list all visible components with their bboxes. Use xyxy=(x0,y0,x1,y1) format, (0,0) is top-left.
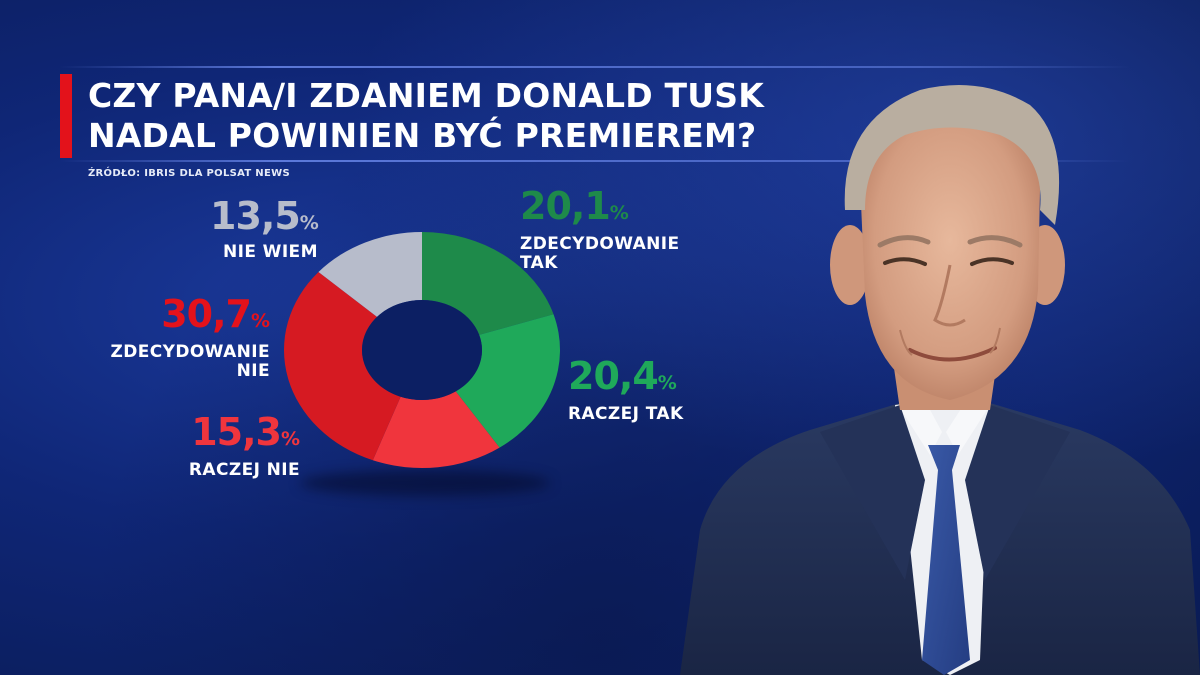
title-line-2: NADAL POWINIEN BYĆ PREMIEREM? xyxy=(88,116,757,155)
donut-slice-zdecydowanie-tak xyxy=(422,232,554,335)
value-raczej-tak: 20,4% xyxy=(568,356,728,403)
value-zdecydowanie-tak-number: 20,1 xyxy=(520,184,611,228)
value-zdecydowanie-tak-percent: % xyxy=(609,202,629,224)
title-line-1: CZY PANA/I ZDANIEM DONALD TUSK xyxy=(88,76,764,115)
label-nie-wiem: 13,5% NIE WIEM xyxy=(210,196,360,262)
desc-zdecydowanie-nie-1: ZDECYDOWANIE xyxy=(110,342,270,362)
value-zdecydowanie-nie-percent: % xyxy=(250,310,270,332)
value-zdecydowanie-nie: 30,7% xyxy=(70,294,270,341)
portrait-photo xyxy=(680,85,1200,675)
donut-chart xyxy=(284,232,560,468)
value-zdecydowanie-tak: 20,1% xyxy=(520,186,720,233)
donut-hole xyxy=(362,300,482,400)
value-nie-wiem-number: 13,5 xyxy=(210,194,301,238)
value-nie-wiem-percent: % xyxy=(299,212,319,234)
donut-slice-zdecydowanie-nie xyxy=(284,271,401,461)
chart-title: CZY PANA/I ZDANIEM DONALD TUSK NADAL POW… xyxy=(88,76,808,156)
desc-raczej-nie: RACZEJ NIE xyxy=(188,460,300,480)
donut-slice-raczej-nie xyxy=(372,391,500,468)
label-raczej-tak: 20,4% RACZEJ TAK xyxy=(568,356,728,424)
value-nie-wiem: 13,5% xyxy=(210,196,360,243)
desc-zdecydowanie-tak-1: ZDECYDOWANIE xyxy=(520,234,680,254)
label-zdecydowanie-tak: 20,1% ZDECYDOWANIE TAK xyxy=(520,186,720,273)
desc-zdecydowanie-nie-2: NIE xyxy=(236,361,270,381)
value-zdecydowanie-nie-number: 30,7 xyxy=(161,292,252,336)
title-accent-bar xyxy=(60,74,72,158)
desc-raczej-tak: RACZEJ TAK xyxy=(568,404,684,424)
value-raczej-nie-percent: % xyxy=(280,428,300,450)
title-rule-bottom xyxy=(60,160,1130,162)
value-raczej-tak-number: 20,4 xyxy=(568,354,659,398)
value-raczej-tak-percent: % xyxy=(657,372,677,394)
donut-slice-raczej-tak xyxy=(455,314,560,448)
desc-zdecydowanie-tak-2: TAK xyxy=(520,253,558,273)
label-zdecydowanie-nie: 30,7% ZDECYDOWANIE NIE xyxy=(70,294,270,381)
value-raczej-nie: 15,3% xyxy=(130,412,300,459)
desc-nie-wiem: NIE WIEM xyxy=(223,242,318,262)
value-raczej-nie-number: 15,3 xyxy=(191,410,282,454)
title-rule-top xyxy=(60,66,1130,68)
donut-slice-nie-wiem xyxy=(318,232,422,317)
donut-shadow xyxy=(300,470,550,496)
source-note: ŹRÓDŁO: IBRIS DLA POLSAT NEWS xyxy=(88,168,290,179)
label-raczej-nie: 15,3% RACZEJ NIE xyxy=(130,412,300,480)
